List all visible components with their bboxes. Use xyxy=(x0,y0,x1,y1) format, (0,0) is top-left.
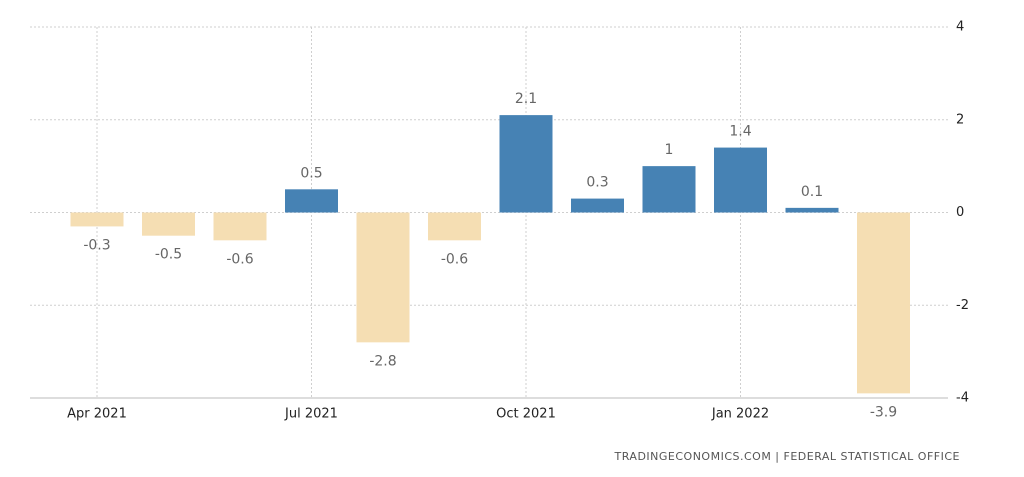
value-label: -0.3 xyxy=(83,237,110,253)
value-label: -0.5 xyxy=(155,247,182,263)
y-tick-label: 0 xyxy=(956,205,964,220)
y-tick-label: -2 xyxy=(956,298,969,313)
bar xyxy=(285,189,338,213)
value-label: -0.6 xyxy=(226,251,253,267)
bar xyxy=(428,212,481,241)
value-label: 0.1 xyxy=(801,184,823,200)
y-tick-label: 2 xyxy=(956,112,964,127)
bar xyxy=(142,212,195,236)
value-label: 2.1 xyxy=(515,91,537,107)
source: TRADINGECONOMICS.COM | FEDERAL STATISTIC… xyxy=(614,450,961,463)
bar xyxy=(499,115,553,213)
bar xyxy=(70,212,124,227)
value-label: -3.9 xyxy=(870,404,897,420)
value-label: -2.8 xyxy=(369,353,396,369)
bar xyxy=(571,198,624,213)
value-label: 1.4 xyxy=(729,124,751,140)
value-label: 0.3 xyxy=(586,175,608,191)
bar xyxy=(356,212,410,343)
x-tick-label: Apr 2021 xyxy=(67,407,127,422)
bar xyxy=(714,147,767,213)
bar xyxy=(642,166,696,213)
value-label: 0.5 xyxy=(300,165,322,181)
y-tick-label: 4 xyxy=(956,20,964,35)
value-label: -0.6 xyxy=(441,251,468,267)
value-label: 1 xyxy=(665,142,674,158)
bar xyxy=(213,212,267,241)
bar xyxy=(785,207,839,213)
bar xyxy=(857,212,910,394)
x-tick-label: Jan 2022 xyxy=(711,407,769,422)
y-tick-label: -4 xyxy=(956,391,969,406)
x-tick-label: Oct 2021 xyxy=(496,407,556,422)
x-tick-label: Jul 2021 xyxy=(284,407,338,422)
